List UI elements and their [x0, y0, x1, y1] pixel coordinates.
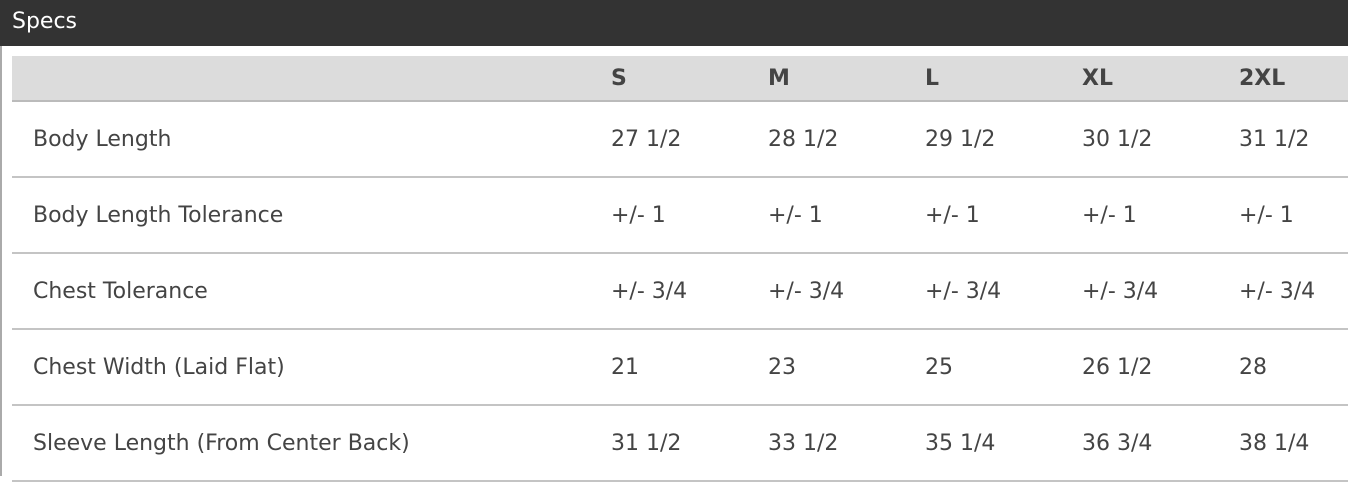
left-border — [0, 0, 2, 476]
table-row: Body Length Tolerance +/- 1 +/- 1 +/- 1 +/- … — [12, 177, 1348, 254]
column-header-m: M — [768, 56, 925, 102]
table-cell: +/- 1 — [925, 177, 1082, 254]
specs-table: S M L XL 2XL Body Length 27 1/2 28 1/2 29 1/2 30… — [12, 56, 1348, 482]
table-cell: 27 1/2 — [611, 101, 768, 178]
table-cell: 35 1/4 — [925, 405, 1082, 482]
table-cell: +/- 1 — [611, 177, 768, 254]
table-cell: 25 — [925, 329, 1082, 406]
row-label: Chest Width (Laid Flat) — [12, 329, 611, 406]
table-cell: 30 1/2 — [1082, 101, 1239, 178]
column-header-2xl: 2XL — [1239, 56, 1348, 102]
table-cell: +/- 1 — [1082, 177, 1239, 254]
column-header-xl: XL — [1082, 56, 1239, 102]
table-cell: 31 1/2 — [611, 405, 768, 482]
row-label: Sleeve Length (From Center Back) — [12, 405, 611, 482]
table-cell: 33 1/2 — [768, 405, 925, 482]
table-row: Sleeve Length (From Center Back) 31 1/2 33… — [12, 405, 1348, 482]
table-cell: 28 1/2 — [768, 101, 925, 178]
table-cell: 21 — [611, 329, 768, 406]
row-label: Chest Tolerance — [12, 253, 611, 330]
table-cell: +/- 1 — [768, 177, 925, 254]
empty-header — [12, 56, 611, 102]
table-cell: +/- 3/4 — [1082, 253, 1239, 330]
table-cell: 26 1/2 — [1082, 329, 1239, 406]
header-row: S M L XL 2XL — [12, 56, 1348, 102]
table-cell: 23 — [768, 329, 925, 406]
table-cell: 31 1/2 — [1239, 101, 1348, 178]
table-cell: 29 1/2 — [925, 101, 1082, 178]
table-row: Chest Tolerance +/- 3/4 +/- 3/4 +/- 3/4 +/- … — [12, 253, 1348, 330]
table-cell: +/- 1 — [1239, 177, 1348, 254]
table-row: Body Length 27 1/2 28 1/2 29 1/2 30 1/2 31 1/… — [12, 101, 1348, 178]
column-header-l: L — [925, 56, 1082, 102]
table-cell: 36 3/4 — [1082, 405, 1239, 482]
table-row: Chest Width (Laid Flat) 21 23 25 26 1/2 28 — [12, 329, 1348, 406]
row-label: Body Length Tolerance — [12, 177, 611, 254]
column-header-s: S — [611, 56, 768, 102]
table-cell: 38 1/4 — [1239, 405, 1348, 482]
row-label: Body Length — [12, 101, 611, 178]
table-cell: +/- 3/4 — [768, 253, 925, 330]
table-cell: +/- 3/4 — [611, 253, 768, 330]
table-cell: +/- 3/4 — [925, 253, 1082, 330]
table-cell: +/- 3/4 — [1239, 253, 1348, 330]
table-cell: 28 — [1239, 329, 1348, 406]
section-title: Specs — [0, 0, 1348, 46]
